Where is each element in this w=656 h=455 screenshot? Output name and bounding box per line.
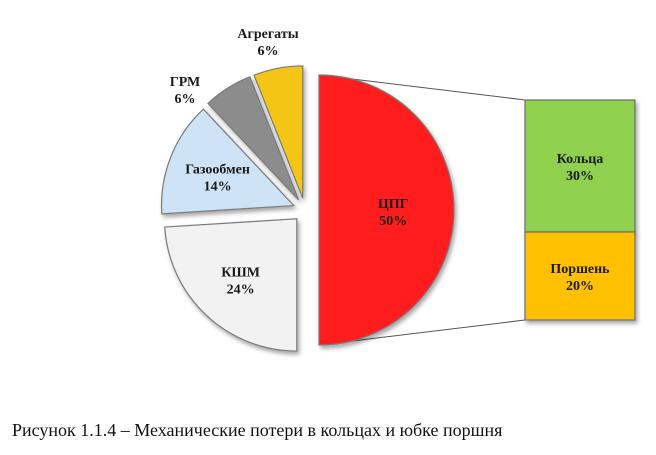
- category-label-газообмен: Газообмен: [185, 162, 250, 177]
- bar-value-поршень: 20%: [566, 279, 594, 294]
- value-label-цпг: 50%: [379, 214, 407, 229]
- bar-segment-поршень: [524, 231, 636, 321]
- value-label-грм: 6%: [175, 92, 196, 107]
- bar-of-pie-chart: ЦПГ 50% КШМ 24% Газообмен 14% ГРМ 6% Агрегаты 6% К…: [160, 27, 636, 352]
- value-label-агрегаты: 6%: [258, 44, 279, 59]
- pie-slice-кшм: [164, 218, 298, 352]
- bar-label-кольца: Кольца: [557, 152, 604, 167]
- bar-segment-кольца: [524, 99, 636, 233]
- value-label-кшм: 24%: [227, 283, 255, 298]
- category-label-цпг: ЦПГ: [378, 197, 409, 212]
- pie-slice-грм: [207, 76, 300, 201]
- value-label-газообмен: 14%: [204, 179, 232, 194]
- pie-slices: [160, 65, 455, 352]
- pie-slice-газообмен: [160, 108, 296, 215]
- pie-slice-цпг: [318, 74, 455, 346]
- bar-label-поршень: Поршень: [550, 262, 610, 277]
- data-labels: ЦПГ 50% КШМ 24% Газообмен 14% ГРМ 6% Агрегаты 6% К…: [170, 27, 610, 298]
- category-label-грм: ГРМ: [170, 75, 200, 90]
- figure-caption: Рисунок 1.1.4 – Механические потери в ко…: [12, 420, 503, 440]
- category-label-агрегаты: Агрегаты: [237, 27, 298, 42]
- pie-slice-агрегаты: [253, 65, 304, 199]
- chart-canvas: ЦПГ 50% КШМ 24% Газообмен 14% ГРМ 6% Агрегаты 6% К…: [160, 27, 636, 352]
- breakdown-bar: [524, 99, 636, 321]
- bar-value-кольца: 30%: [566, 169, 594, 184]
- category-label-кшм: КШМ: [221, 266, 260, 281]
